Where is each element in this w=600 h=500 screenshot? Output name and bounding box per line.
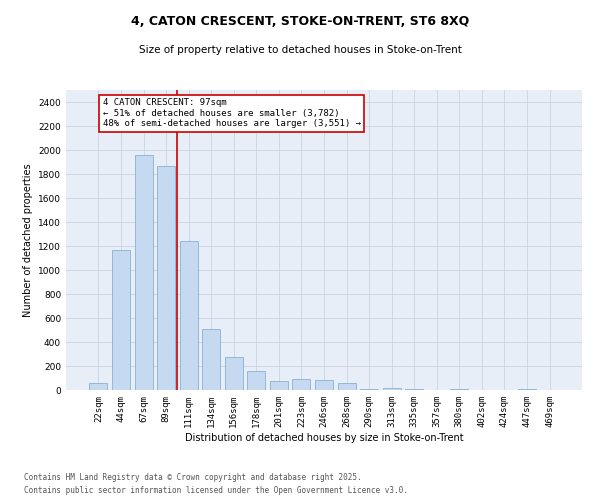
Text: Contains HM Land Registry data © Crown copyright and database right 2025.: Contains HM Land Registry data © Crown c…	[24, 474, 362, 482]
Y-axis label: Number of detached properties: Number of detached properties	[23, 163, 32, 317]
Bar	[179, 241, 198, 390]
Text: Size of property relative to detached houses in Stoke-on-Trent: Size of property relative to detached ho…	[139, 45, 461, 55]
Bar	[383, 388, 401, 390]
Text: Contains public sector information licensed under the Open Government Licence v3: Contains public sector information licen…	[24, 486, 408, 495]
Bar	[202, 329, 220, 390]
Bar	[270, 381, 288, 390]
Bar	[292, 378, 310, 390]
Bar	[89, 384, 107, 390]
Bar	[247, 371, 265, 390]
Bar	[338, 384, 356, 390]
Bar	[225, 357, 243, 390]
X-axis label: Distribution of detached houses by size in Stoke-on-Trent: Distribution of detached houses by size …	[185, 432, 463, 442]
Bar	[134, 155, 152, 390]
Bar	[112, 250, 130, 390]
Text: 4 CATON CRESCENT: 97sqm
← 51% of detached houses are smaller (3,782)
48% of semi: 4 CATON CRESCENT: 97sqm ← 51% of detache…	[103, 98, 361, 128]
Text: 4, CATON CRESCENT, STOKE-ON-TRENT, ST6 8XQ: 4, CATON CRESCENT, STOKE-ON-TRENT, ST6 8…	[131, 15, 469, 28]
Bar	[315, 380, 333, 390]
Bar	[157, 166, 175, 390]
